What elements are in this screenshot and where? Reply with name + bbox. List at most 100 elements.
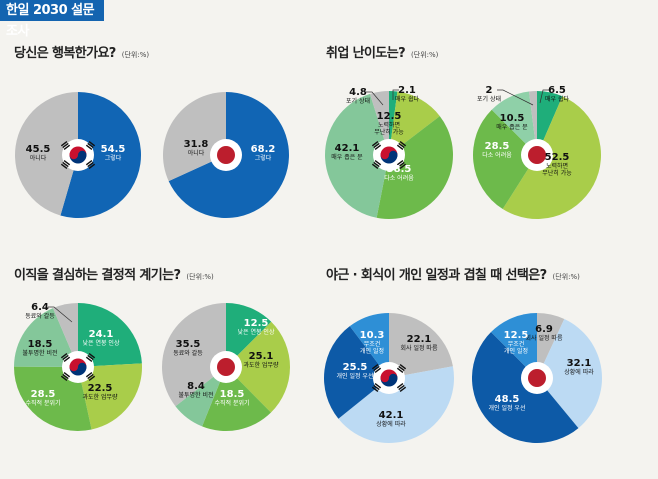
title-text: 취업 난이도는?: [326, 46, 406, 61]
slice-value: 54.5: [101, 144, 126, 155]
slice-category: 아니다: [30, 154, 47, 162]
hinomaru-disc: [528, 369, 546, 387]
japan-flag-icon: [210, 351, 242, 383]
slice-category: 개인 일정 우선: [489, 404, 526, 412]
slice-value: 8.4: [187, 381, 205, 392]
slice-value: 4.8: [349, 87, 367, 98]
slice-value: 42.1: [335, 143, 360, 154]
pie-slice: [14, 92, 78, 216]
pie-slice: [338, 366, 454, 443]
slice-value: 38.5: [387, 164, 412, 175]
pie-slice: [226, 303, 272, 367]
slice-value: 18.5: [28, 339, 53, 350]
unit-label: (단위:%): [186, 273, 214, 281]
pie-slice: [537, 313, 565, 378]
slice-value: 6.5: [548, 85, 566, 96]
slice-category: 상황에 따라: [564, 368, 594, 376]
slice-label: 6.9회사 일정 따름: [526, 324, 563, 342]
slice-value: 25.5: [343, 362, 368, 373]
slice-label: 38.5다소 어려움: [384, 164, 414, 182]
taegeuk-swirl-red: [69, 362, 78, 372]
taegeuk-swirl-red: [380, 373, 389, 383]
slice-category: 매우 쉽다: [395, 95, 419, 103]
slice-category: 불투명한 비전: [178, 391, 213, 399]
slice-category: 과도한 업무량: [82, 393, 118, 401]
pie-slice: [376, 116, 454, 220]
slice-value: 42.1: [379, 410, 404, 421]
slice-category: 회사 일정 따름: [526, 334, 563, 342]
pie-overtime-japan: [472, 313, 602, 443]
slice-label: 24.1낮은 연봉 인상: [83, 329, 120, 347]
unit-label: (단위:%): [121, 51, 150, 59]
slice-category: 무난히 가능: [374, 128, 404, 136]
pie-slice: [389, 91, 440, 155]
taegeuk-swirl-red: [69, 150, 78, 160]
section-title-job: 취업 난이도는? (단위:%): [326, 42, 438, 61]
slice-category: 다소 어려움: [384, 174, 414, 182]
slice-category: 개인 일정: [504, 347, 528, 355]
survey-banner: 한일 2030 설문조사: [0, 0, 104, 39]
pie-slice: [491, 313, 537, 378]
trigram: [85, 159, 96, 170]
slice-label: 25.5개인 일정 우선: [337, 362, 374, 380]
slice-value: 10.3: [360, 330, 385, 341]
title-text: 당신은 행복한가요?: [14, 46, 116, 61]
korea-flag-icon: [371, 139, 407, 171]
slice-category: 불투명한 비전: [22, 349, 57, 357]
slice-label: 4.8포기 상태: [346, 87, 384, 106]
unit-label: (단위:%): [552, 273, 580, 281]
taegeuk-swirl-blue: [389, 373, 398, 383]
slice-category: 무난히 가능: [542, 169, 572, 177]
slice-category: 상황에 따라: [376, 420, 406, 428]
slice-value: 31.8: [184, 139, 209, 150]
trigram: [396, 159, 407, 170]
trigram: [60, 159, 71, 170]
slice-value: 2: [486, 85, 493, 96]
pie-resign-japan: [162, 303, 290, 431]
pie-slice: [162, 303, 226, 407]
slice-value: 12.5: [244, 318, 269, 329]
section-title-overtime: 야근 · 회식이 개인 일정과 겹칠 때 선택은? (단위:%): [326, 264, 580, 283]
pie-slice: [473, 109, 537, 210]
slice-value: 18.5: [220, 389, 245, 400]
pie-job-korea: [325, 91, 454, 220]
slice-category: 낮은 연봉 인상: [238, 328, 275, 336]
section-title-happy: 당신은 행복한가요? (단위:%): [14, 42, 149, 61]
slice-value: 12.5: [377, 111, 402, 122]
korea-flag-icon: [371, 362, 407, 394]
leader-line: [48, 306, 73, 323]
trigram: [371, 363, 382, 374]
slice-value: 68.2: [251, 144, 276, 155]
slice-label: 48.5개인 일정 우선: [489, 394, 526, 412]
slice-category: 매우 좁은 문: [496, 123, 528, 131]
slice-category: 동료와 갈등: [25, 312, 55, 320]
slice-label: 42.1매우 좁은 문: [331, 143, 363, 161]
slice-value: 45.5: [26, 144, 51, 155]
slice-category: 무조건: [364, 340, 381, 348]
slice-category: 다소 어려움: [482, 151, 512, 159]
taegeuk-swirl-blue: [389, 150, 398, 160]
pie-slice: [389, 91, 398, 155]
slice-value: 2.1: [398, 85, 416, 96]
pie-slice: [537, 319, 602, 429]
trigram: [371, 140, 382, 151]
slice-category: 동료와 갈등: [173, 349, 203, 357]
pie-slice: [528, 91, 537, 155]
trigram: [396, 382, 407, 393]
pie-slice: [13, 366, 92, 432]
pie-slice: [389, 313, 453, 378]
slice-category: 그렇다: [255, 154, 272, 162]
trigram: [60, 140, 71, 151]
slice-category: 회사 일정 따름: [401, 344, 438, 352]
japan-flag-icon: [521, 362, 553, 394]
